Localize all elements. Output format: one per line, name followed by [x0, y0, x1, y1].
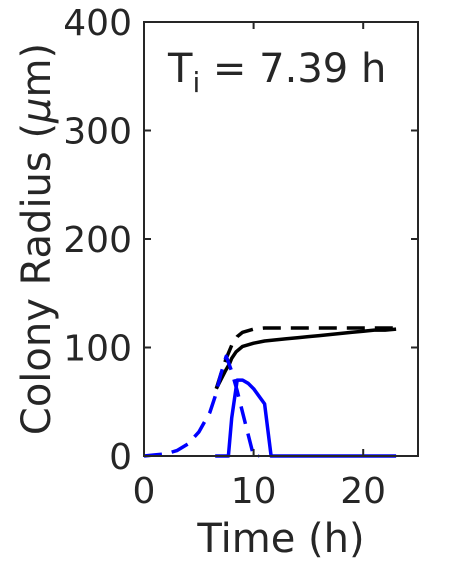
x-tick-label: 10 — [231, 471, 277, 512]
y-tick-label: 100 — [63, 329, 132, 370]
series-layer — [143, 326, 397, 458]
y-tick-label: 400 — [63, 3, 132, 44]
y-tick-label: 200 — [63, 220, 132, 261]
x-axis-label: Time (h) — [196, 516, 364, 562]
x-tick-label: 0 — [133, 471, 156, 512]
annotation-rest: = 7.39 h — [200, 46, 386, 92]
y-axis-label-mu: μ — [14, 97, 60, 123]
series-line-0 — [214, 327, 397, 390]
y-tick-label: 300 — [63, 112, 132, 153]
y-axis-label: Colony Radius (μm) — [14, 43, 60, 435]
series-line-3 — [143, 354, 260, 458]
annotation-text: Ti = 7.39 h — [167, 46, 386, 99]
y-tick-label: 0 — [109, 437, 132, 478]
annotation-main: T — [167, 46, 193, 92]
y-axis-label-unit: m) — [14, 43, 60, 98]
y-axis-label-text: Colony Radius ( — [14, 123, 60, 435]
series-line-1 — [214, 326, 397, 390]
annotation-subscript: i — [192, 66, 200, 99]
x-tick-label: 20 — [340, 471, 386, 512]
